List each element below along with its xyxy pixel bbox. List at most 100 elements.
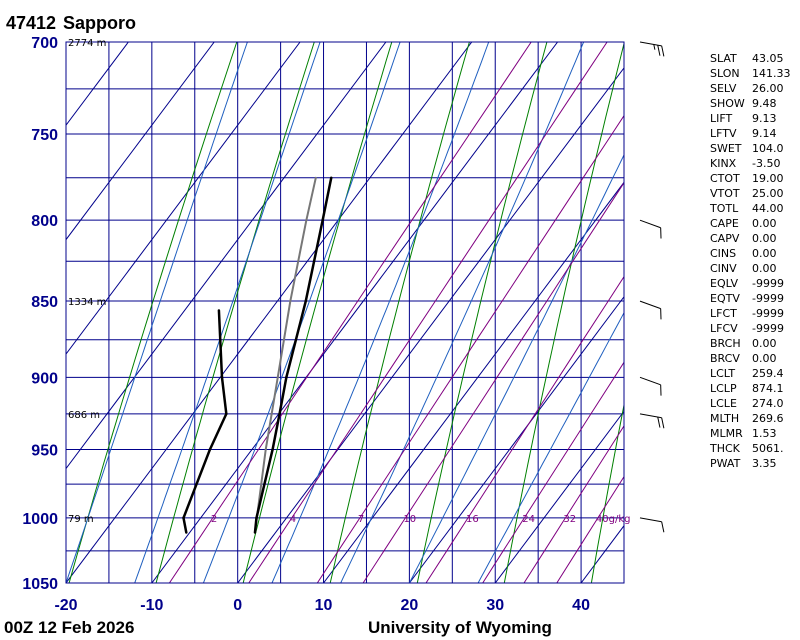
grid-layer (66, 42, 624, 583)
dewpoint-profile-segment (182, 516, 188, 534)
mixing-ratio-label: 24 (522, 514, 535, 525)
index-value: -9999 (752, 277, 784, 290)
isotherm-line (408, 296, 624, 583)
wind-barb-staff (639, 376, 661, 386)
dry-adiabat-line (68, 42, 238, 583)
mixing-ratio-label: 4 (290, 514, 296, 525)
temperature-profile (253, 176, 333, 534)
height-label: 1334 m (68, 297, 106, 308)
isotherm-line (237, 67, 624, 583)
mixing-ratio-label: 16 (466, 514, 479, 525)
indices-panel: SLAT 43.05 SLON 141.33 SELV 26.00 SHOW 9.48 LIFT… (709, 52, 791, 470)
index-value: -9999 (752, 322, 784, 335)
wind-barb-staff (639, 300, 661, 310)
parcel-path-segment (264, 376, 279, 451)
index-name: CINS (710, 247, 736, 260)
index-name: CAPV (710, 232, 740, 245)
temperature-tick-label: -20 (54, 597, 77, 614)
index-name: BRCH (710, 337, 741, 350)
index-name: LCLT (710, 367, 735, 380)
index-value: 0.00 (752, 232, 777, 245)
wind-barb (639, 41, 665, 57)
dry-adiabat-line (329, 42, 470, 583)
index-value: 1.53 (752, 427, 777, 440)
pressure-tick-label: 900 (31, 370, 58, 387)
mixing-ratio-label: 10 (403, 514, 416, 525)
index-name: PWAT (710, 457, 741, 470)
index-value: 9.14 (752, 127, 777, 140)
index-name: SLON (710, 67, 740, 80)
index-value: 5061. (752, 442, 784, 455)
pressure-tick-label: 1050 (22, 576, 58, 593)
temperature-profile-segment (253, 516, 258, 534)
mixing-ratio-line (425, 275, 624, 583)
index-name: EQTV (710, 292, 740, 305)
index-name: LCLE (710, 397, 737, 410)
moist-adiabat-line (408, 153, 624, 583)
mixing-ratio-line (168, 42, 532, 583)
index-name: SLAT (710, 52, 737, 65)
dry-adiabat-line (416, 42, 548, 583)
mixing-ratio-line (362, 181, 624, 583)
dewpoint-profile (182, 309, 228, 534)
pressure-tick-label: 1000 (22, 511, 58, 528)
index-value: 0.00 (752, 262, 777, 275)
mixing-ratio-label: 7 (358, 514, 364, 525)
dewpoint-profile-segment (217, 309, 224, 379)
wind-barb (639, 300, 662, 320)
index-value: 0.00 (752, 352, 777, 365)
labels: 700 750 800 850 900 950 1000 1050 -20 -10 0 10 20 30 4… (22, 35, 630, 614)
index-value: -9999 (752, 307, 784, 320)
pressure-tick-label: 750 (31, 127, 58, 144)
dewpoint-profile-segment (208, 412, 228, 451)
wind-barb-staff (639, 219, 661, 229)
pressure-tick-label: 700 (31, 35, 58, 52)
index-value: 26.00 (752, 82, 784, 95)
wind-barb-flag (660, 384, 662, 396)
wind-barb-flag (660, 308, 662, 320)
mixing-ratio-line (482, 361, 624, 583)
index-name: TOTL (709, 202, 739, 215)
temperature-tick-label: 0 (233, 597, 242, 614)
index-name: LCLP (710, 382, 737, 395)
wind-barb-flag (657, 416, 661, 428)
mixing-ratio-line (248, 42, 608, 583)
index-name: MLMR (710, 427, 743, 440)
index-name: KINX (710, 157, 737, 170)
index-value: -9999 (752, 292, 784, 305)
index-value: 44.00 (752, 202, 784, 215)
index-value: 9.48 (752, 97, 777, 110)
mixing-ratio-line (523, 425, 624, 583)
isotherm-line (494, 410, 624, 583)
wind-barb (639, 517, 665, 533)
temperature-tick-label: 20 (400, 597, 418, 614)
pressure-tick-label: 800 (31, 213, 58, 230)
index-value: 3.35 (752, 457, 777, 470)
wind-barb-staff (639, 41, 662, 47)
wind-barb (639, 376, 662, 396)
dry-adiabat-line (155, 42, 315, 583)
mixing-ratio-line (316, 114, 624, 583)
wind-barb-flag (661, 45, 665, 57)
moist-adiabat-line (340, 42, 585, 583)
moist-adiabat-line (66, 42, 248, 583)
wind-barbs (639, 41, 665, 533)
isotherm-line (0, 42, 43, 583)
wind-barb-flag (661, 417, 665, 429)
wind-barb (639, 219, 662, 239)
index-name: VTOT (710, 187, 740, 200)
index-name: CTOT (710, 172, 740, 185)
index-value: 25.00 (752, 187, 784, 200)
dewpoint-profile-segment (220, 376, 228, 416)
index-name: MLTH (710, 412, 739, 425)
temperature-profile-segment (255, 448, 274, 520)
parcel-path-segment (276, 300, 292, 379)
index-name: LIFT (710, 112, 733, 125)
index-name: THCK (709, 442, 741, 455)
index-value: 269.6 (752, 412, 784, 425)
isotherm-line (66, 42, 387, 470)
index-value: 19.00 (752, 172, 784, 185)
parcel-path-segment (289, 219, 308, 303)
isotherm-line (66, 42, 473, 583)
